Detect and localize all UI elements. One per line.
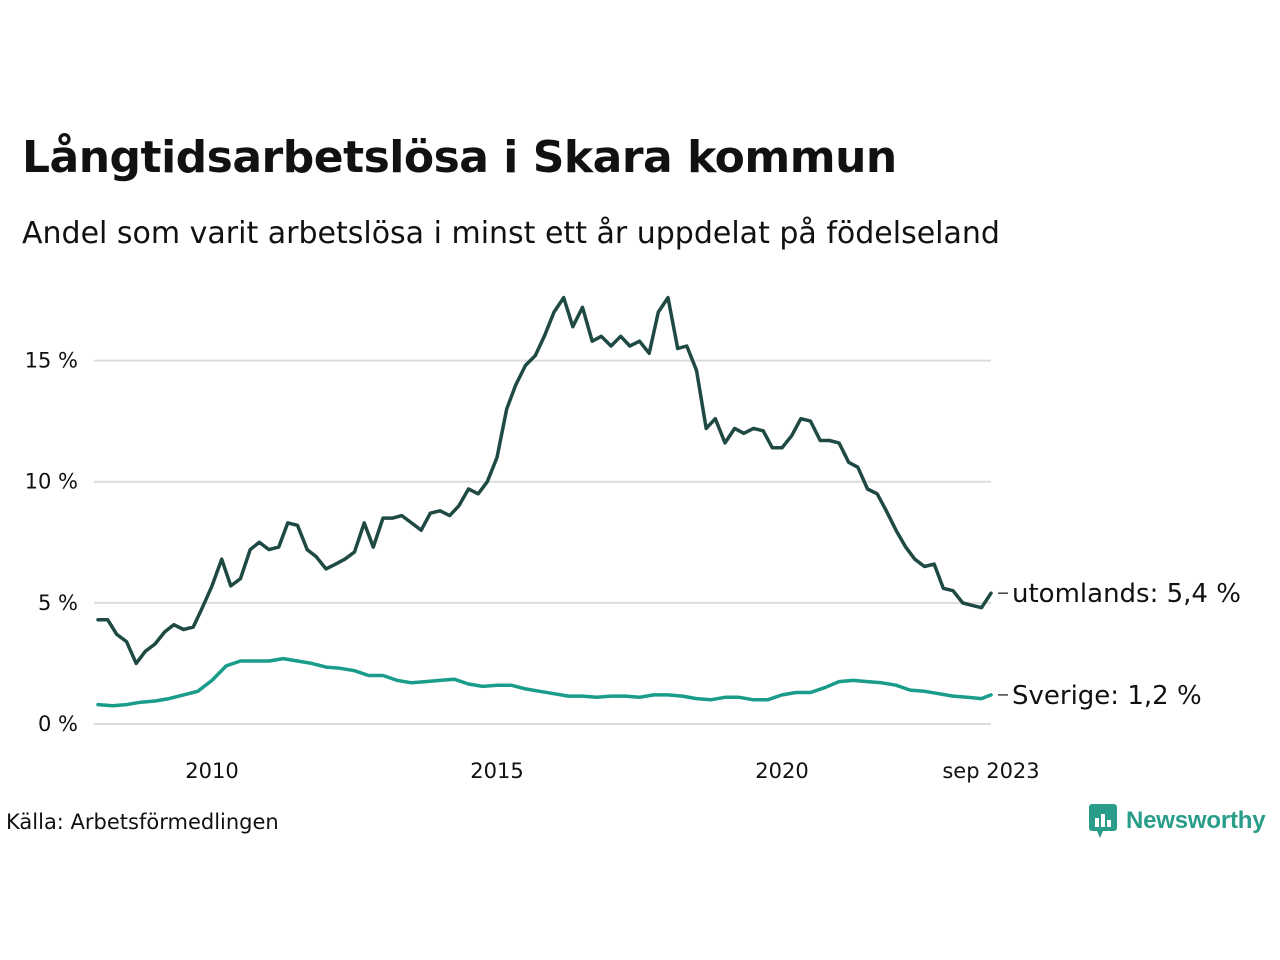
x-tick-label: 2020 [755, 759, 808, 783]
y-tick-label: 0 % [38, 712, 78, 736]
chart-subtitle: Andel som varit arbetslösa i minst ett å… [22, 216, 1000, 251]
x-tick-label: 2010 [185, 759, 238, 783]
chart-title: Långtidsarbetslösa i Skara kommun [22, 132, 897, 183]
x-tick-label: sep 2023 [942, 759, 1039, 783]
x-tick-label: 2015 [470, 759, 523, 783]
newsworthy-logo-icon [1089, 804, 1117, 838]
y-tick-label: 5 % [38, 591, 78, 615]
newsworthy-logo: Newsworthy [1088, 803, 1266, 839]
end-label-sverige: Sverige: 1,2 % [1012, 681, 1202, 711]
x-axis-ticks: 2010 2015 2020 sep 2023 [185, 759, 1039, 783]
series-line-sverige [96, 656, 993, 708]
y-tick-label: 15 % [25, 349, 78, 373]
series-line-utomlands [96, 295, 993, 666]
end-labels: utomlands: 5,4 % Sverige: 1,2 % [998, 579, 1241, 711]
y-tick-label: 10 % [25, 470, 78, 494]
series-lines [96, 295, 993, 708]
end-label-utomlands: utomlands: 5,4 % [1012, 579, 1241, 609]
newsworthy-logo-text: Newsworthy [1126, 807, 1266, 834]
source-note: Källa: Arbetsförmedlingen [6, 810, 279, 834]
gridlines [94, 359, 991, 725]
y-axis-ticks: 0 % 5 % 10 % 15 % [25, 349, 78, 736]
